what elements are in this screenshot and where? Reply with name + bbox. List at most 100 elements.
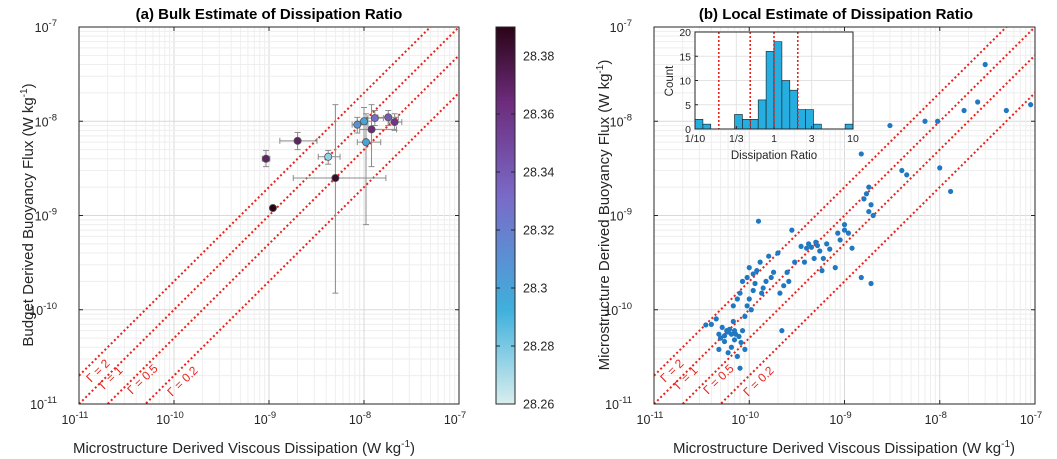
histogram-bar <box>765 51 775 130</box>
panel-b-xlabel: Microstructure Derived Viscous Dissipati… <box>673 439 1015 457</box>
scatter-point <box>725 350 731 356</box>
scatter-point <box>803 245 810 251</box>
scatter-point <box>738 339 744 346</box>
scatter-point <box>887 122 893 129</box>
scatter-point <box>268 204 277 213</box>
panel-b-ticks: 10-11 10-10 10-9 10-8 10-710-1110-1010-910-8… <box>604 18 1042 427</box>
scatter-point <box>841 222 848 228</box>
gamma-line <box>106 54 459 404</box>
scatter-point <box>744 274 750 281</box>
scatter-point <box>748 307 754 313</box>
scatter-point <box>734 353 740 359</box>
x-tick-label: 10-10 <box>156 410 184 427</box>
y-tick-exponent: -11 <box>44 395 57 406</box>
colorbar-tick-label: 28.32 <box>523 224 554 238</box>
scatter-point <box>786 278 792 284</box>
x-tick-label: 10-9 <box>254 410 276 427</box>
scatter-point <box>792 259 798 265</box>
scatter-point <box>370 114 379 123</box>
scatter-point <box>1028 102 1034 108</box>
scatter-point <box>750 271 756 277</box>
scatter-point <box>768 274 774 281</box>
y-tick-exponent: -8 <box>624 112 632 123</box>
scatter-point <box>703 322 709 328</box>
histogram-bar <box>844 123 854 130</box>
panel-a-ylabel: Budget Derived Buoyancy Flux (W kg-1) <box>19 83 37 346</box>
scatter-point <box>935 118 941 124</box>
inset-x-tick-label: 3 <box>809 133 815 145</box>
scatter-point <box>754 268 760 274</box>
colorbar-tick-label: 28.28 <box>523 340 554 354</box>
inset-y-tick-label: 10 <box>679 76 691 88</box>
scatter-point <box>982 61 988 68</box>
histogram-bar <box>694 119 704 130</box>
scatter-point <box>734 296 740 302</box>
inset-x-tick-label: 1/10 <box>685 133 706 145</box>
scatter-point <box>827 246 833 252</box>
colorbar-tick-label: 28.3 <box>523 282 547 296</box>
panel-a-points <box>262 113 399 213</box>
scatter-point <box>777 290 783 296</box>
x-tick-label: 10-8 <box>925 410 947 427</box>
scatter-point <box>726 326 733 332</box>
histogram-bar <box>789 89 798 130</box>
histogram-bar <box>773 41 783 130</box>
x-tick-exponent: -11 <box>650 410 663 421</box>
scatter-point <box>870 212 876 219</box>
scatter-point <box>752 280 758 287</box>
scatter-point <box>814 242 821 249</box>
inset-bars <box>694 41 854 130</box>
y-tick-label: 10-11 <box>30 395 57 412</box>
scatter-point <box>775 250 781 256</box>
scatter-point <box>798 243 804 250</box>
inset-y-tick-label: 0 <box>685 124 691 136</box>
inset-y-tick-label: 20 <box>679 27 691 39</box>
x-tick-label: 10-7 <box>1020 410 1042 427</box>
scatter-point <box>806 241 812 247</box>
scatter-point <box>353 120 362 129</box>
scatter-point <box>841 227 848 233</box>
panel-a-grid <box>78 27 459 405</box>
scatter-point <box>737 365 743 371</box>
histogram-bar <box>805 109 814 130</box>
panel-b-gamma-lines <box>654 27 1035 404</box>
y-tick-exponent: -10 <box>618 301 632 312</box>
scatter-point <box>837 237 843 243</box>
y-tick-exponent: -8 <box>49 112 57 123</box>
x-tick-label: 10-8 <box>349 410 371 427</box>
colorbar-tick-label: 28.38 <box>523 50 554 64</box>
scatter-point <box>755 218 762 224</box>
scatter-point <box>789 227 795 233</box>
scatter-point <box>739 278 746 284</box>
x-tick-exponent: -11 <box>75 410 88 421</box>
scatter-point <box>717 335 724 341</box>
scatter-point <box>824 241 830 247</box>
panel-a-gamma-lines <box>79 27 459 404</box>
scatter-point <box>750 287 756 294</box>
scatter-point <box>858 274 864 281</box>
scatter-point <box>730 303 736 309</box>
inset-x-tick-label: 1 <box>771 133 777 145</box>
gamma-line <box>681 54 1035 404</box>
scatter-point <box>937 165 943 171</box>
scatter-point <box>819 268 825 274</box>
histogram-bar <box>757 99 767 130</box>
panel-b-ylabel: Microstructure Derived Buoyancy Flux (W … <box>595 60 613 371</box>
scatter-point <box>362 138 371 147</box>
x-tick-exponent: -9 <box>268 410 276 421</box>
gamma-line <box>143 92 459 404</box>
scatter-point <box>763 278 769 284</box>
x-tick-exponent: -10 <box>745 410 759 421</box>
scatter-point <box>904 172 910 178</box>
scatter-point <box>817 248 823 254</box>
panel-b-title: (b) Local Estimate of Dissipation Ratio <box>699 6 973 23</box>
scatter-point <box>737 290 743 296</box>
scatter-point <box>736 333 742 340</box>
scatter-point <box>961 107 967 114</box>
y-tick-exponent: -9 <box>49 207 57 218</box>
scatter-point <box>770 269 777 275</box>
gamma-line <box>654 27 1035 404</box>
scatter-point <box>744 303 750 309</box>
histogram-bar <box>742 119 751 130</box>
inset-x-tick-label: 10 <box>847 133 859 145</box>
